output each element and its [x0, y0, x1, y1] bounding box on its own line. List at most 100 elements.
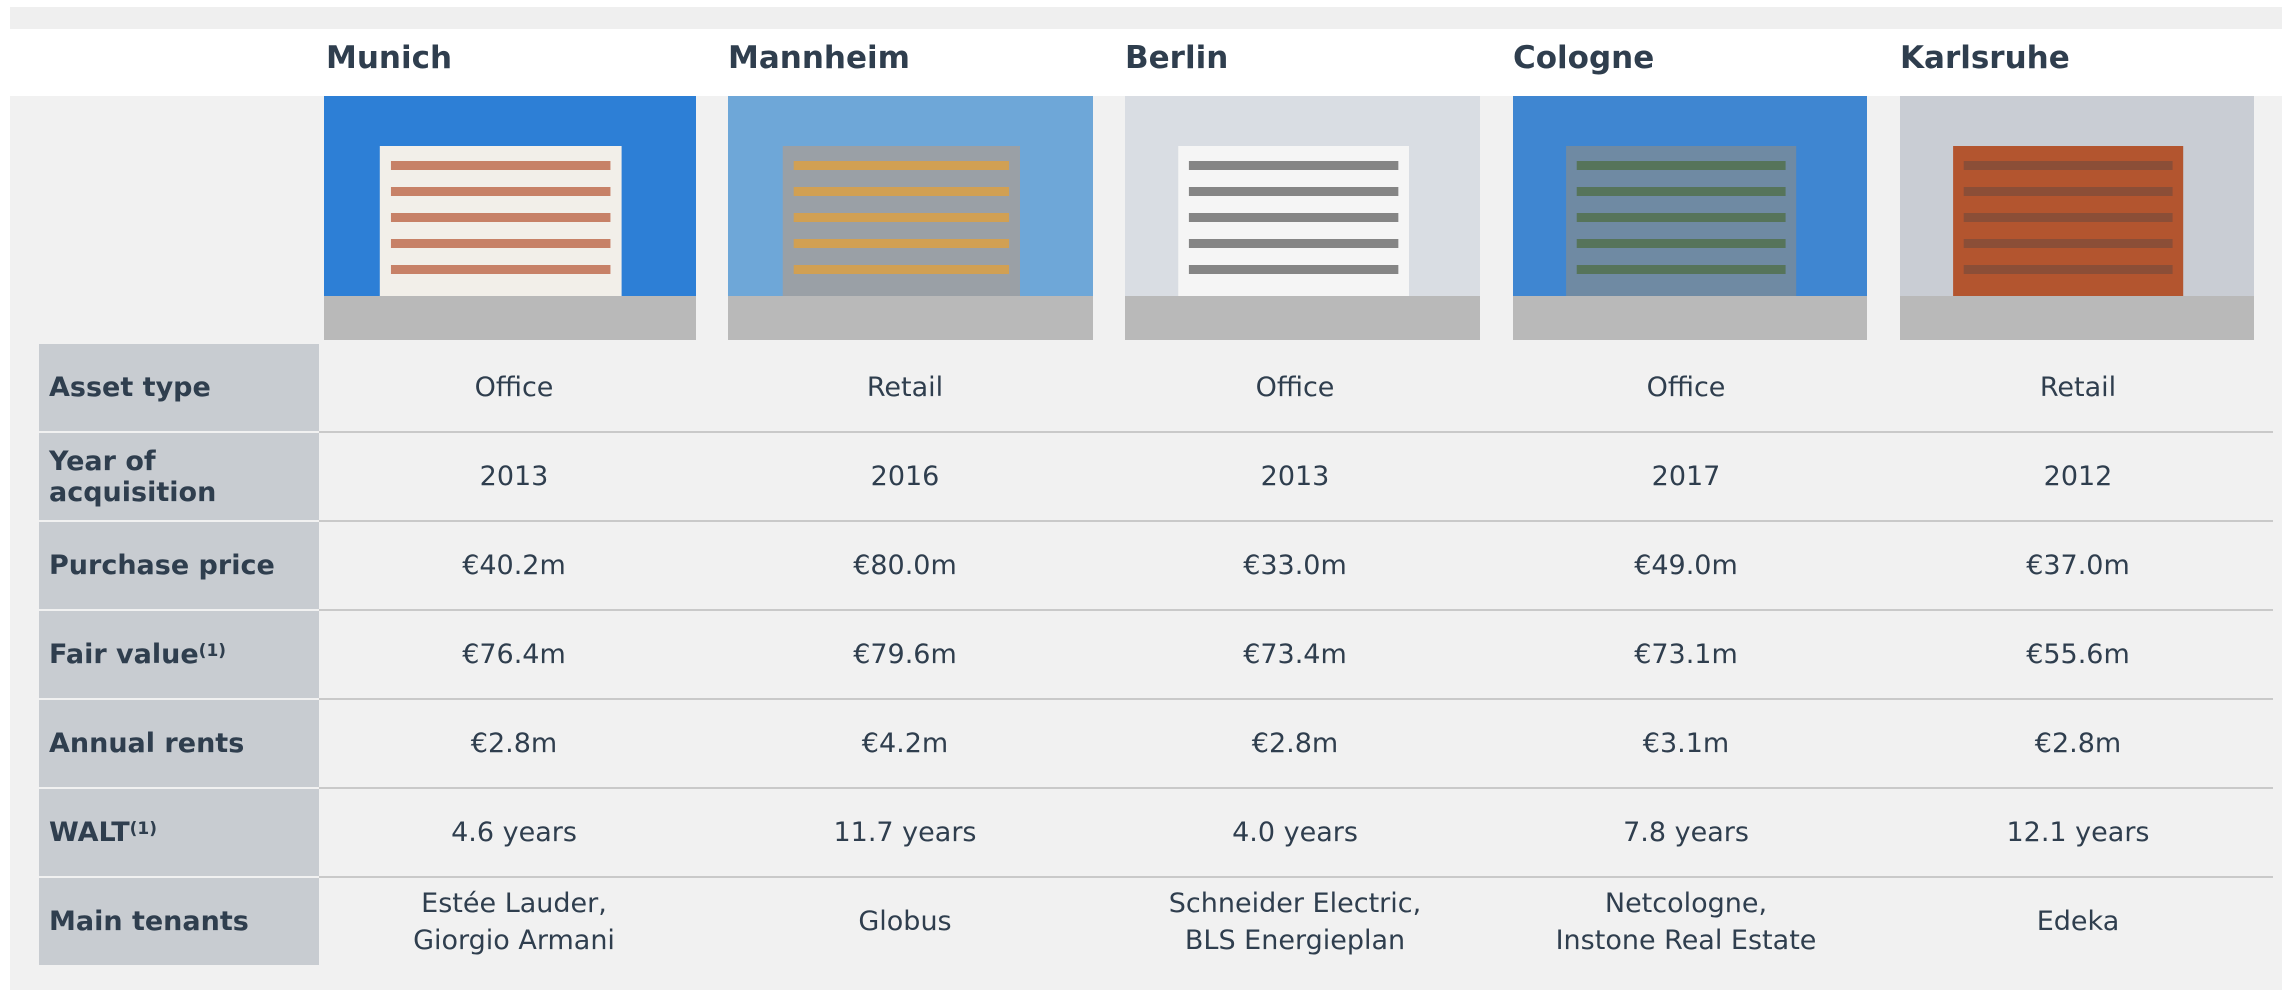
photo-shape — [1963, 239, 2173, 248]
top-band — [10, 7, 2282, 29]
cell-text: €79.6m — [853, 639, 957, 670]
photo-shape — [1963, 187, 2173, 196]
row-label: Year of acquisition — [39, 433, 319, 520]
cell-text: €40.2m — [462, 550, 566, 581]
cell-line: Netcologne, — [1604, 887, 1768, 919]
cell-text: €2.8m — [470, 728, 558, 759]
cell: €2.8m — [1105, 700, 1485, 787]
photo-shape — [1576, 265, 1786, 274]
photo-shape — [1576, 187, 1786, 196]
cell-text: €73.4m — [1243, 639, 1347, 670]
row-label-text: Annual rents — [49, 728, 245, 759]
photo-shape — [324, 296, 696, 340]
row-label-text: Year of acquisition — [49, 445, 217, 508]
footnote-mark: (1) — [129, 818, 157, 839]
cell: €49.0m — [1496, 522, 1876, 609]
cell-text: 2016 — [870, 461, 940, 492]
cell-line: Schneider Electric, — [1168, 887, 1422, 919]
photo-shape — [728, 296, 1093, 340]
cell: €80.0m — [715, 522, 1095, 609]
photo-shape — [793, 265, 1010, 274]
cell: €73.4m — [1105, 611, 1485, 698]
row-label: Main tenants — [39, 878, 319, 965]
cell-text: €37.0m — [2026, 550, 2130, 581]
photo-shape — [1188, 187, 1399, 196]
photo-shape — [1576, 239, 1786, 248]
photo-shape — [793, 213, 1010, 222]
cell: €76.4m — [324, 611, 704, 698]
photo — [1513, 96, 1867, 340]
footnote-mark: (1) — [198, 640, 227, 661]
cell-line: BLS Energieplan — [1184, 924, 1406, 956]
cell: €55.6m — [1888, 611, 2268, 698]
cell-text: Retail — [2039, 372, 2117, 403]
photo-shape — [390, 187, 611, 196]
photo-shape — [390, 265, 611, 274]
column-header: Karlsruhe — [1900, 40, 2070, 76]
cell: 11.7 years — [715, 789, 1095, 876]
cell: €2.8m — [324, 700, 704, 787]
cell-line: Instone Real Estate — [1555, 924, 1817, 956]
cell-text: 4.0 years — [1232, 817, 1358, 848]
photo-shape — [390, 213, 611, 222]
row-separator — [319, 520, 2273, 522]
cell: Schneider Electric, BLS Energieplan — [1105, 878, 1485, 965]
cell: €3.1m — [1496, 700, 1876, 787]
cell: 4.6 years — [324, 789, 704, 876]
row-separator — [319, 431, 2273, 433]
photo-shape — [1188, 161, 1399, 170]
column-header: Mannheim — [728, 40, 910, 76]
cell: Estée Lauder, Giorgio Armani — [324, 878, 704, 965]
cell-text: 7.8 years — [1623, 817, 1749, 848]
cell: 2017 — [1496, 433, 1876, 520]
column-header: Berlin — [1125, 40, 1229, 76]
cell: 7.8 years — [1496, 789, 1876, 876]
cell: Retail — [715, 344, 1095, 431]
cell: 4.0 years — [1105, 789, 1485, 876]
cell: 2013 — [1105, 433, 1485, 520]
photo-shape — [793, 239, 1010, 248]
cell: €2.8m — [1888, 700, 2268, 787]
photo-shape — [1188, 239, 1399, 248]
row-label-text: WALT — [49, 817, 130, 848]
column-header: Munich — [326, 40, 453, 76]
cell-text: 11.7 years — [833, 817, 977, 848]
photo-shape — [390, 161, 611, 170]
cell-text: Office — [1255, 372, 1335, 403]
row-label-text: Purchase price — [49, 550, 275, 581]
cell: €37.0m — [1888, 522, 2268, 609]
photo-shape — [793, 161, 1010, 170]
cell-text: 4.6 years — [451, 817, 577, 848]
cell-text: €76.4m — [462, 639, 566, 670]
row-separator — [319, 787, 2273, 789]
cell-text: €33.0m — [1243, 550, 1347, 581]
photo-shape — [1513, 296, 1867, 340]
cell: €33.0m — [1105, 522, 1485, 609]
row-label: Annual rents — [39, 700, 319, 787]
cell-line: Edeka — [2036, 906, 2120, 937]
photo-shape — [390, 239, 611, 248]
cell-text: €80.0m — [853, 550, 957, 581]
photo-shape — [1188, 265, 1399, 274]
cell: €40.2m — [324, 522, 704, 609]
photo — [1900, 96, 2254, 340]
cell-text: 2013 — [479, 461, 549, 492]
cell-line: Giorgio Armani — [413, 924, 615, 956]
photo-shape — [1963, 161, 2173, 170]
cell: Edeka — [1888, 878, 2268, 965]
photo-shape — [1576, 213, 1786, 222]
cell: Globus — [715, 878, 1095, 965]
photo — [1125, 96, 1480, 340]
row-separator — [319, 609, 2273, 611]
row-label-text: Main tenants — [49, 906, 249, 937]
row-label: WALT (1) — [39, 789, 319, 876]
cell-text: 2013 — [1260, 461, 1330, 492]
cell: Office — [324, 344, 704, 431]
row-label: Fair value (1) — [39, 611, 319, 698]
cell: Office — [1105, 344, 1485, 431]
cell-line: Estée Lauder, — [421, 887, 607, 919]
cell: €4.2m — [715, 700, 1095, 787]
cell: 12.1 years — [1888, 789, 2268, 876]
photo-shape — [1188, 213, 1399, 222]
